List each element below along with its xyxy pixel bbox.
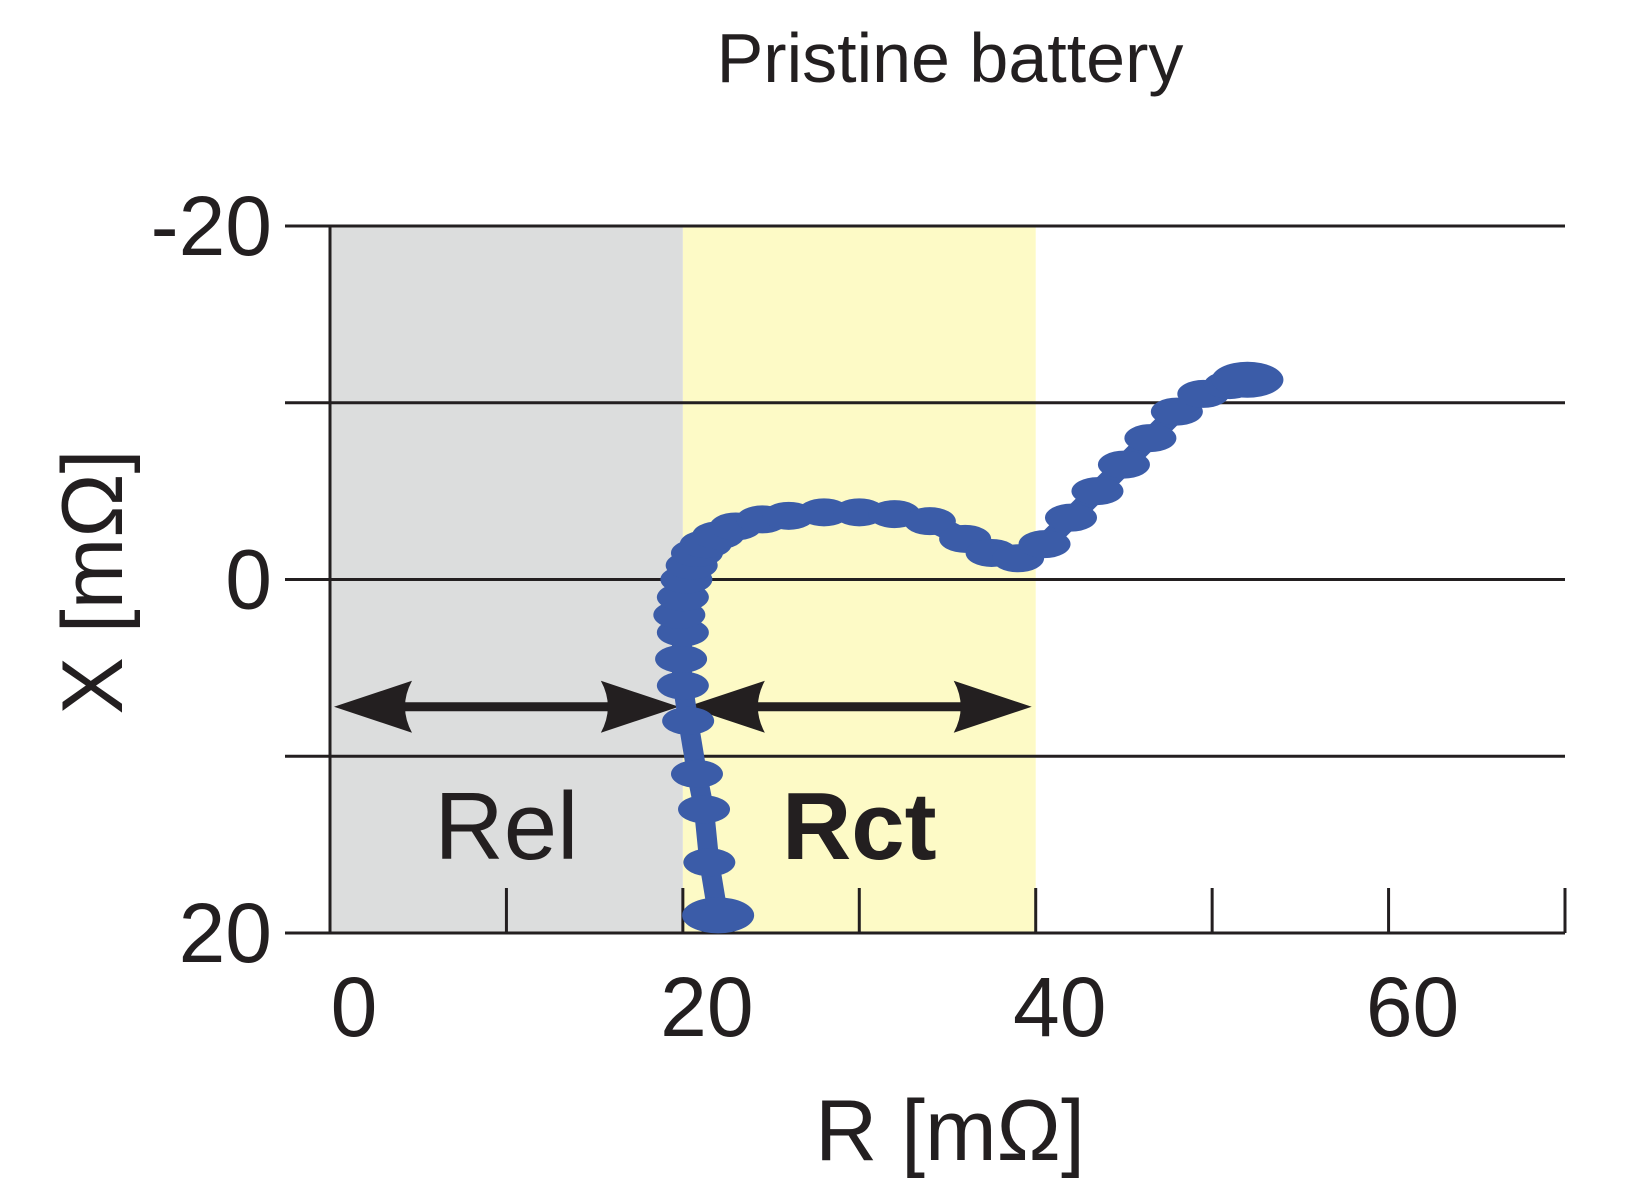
region-label-rct: Rct <box>782 773 937 880</box>
region-arrow-head-right <box>953 680 1032 733</box>
region-arrow-head-right <box>600 680 679 733</box>
region-arrows <box>334 680 1032 733</box>
y-tick-label: -20 <box>151 179 272 273</box>
grid-lines <box>285 224 1565 935</box>
region-label-rel: Rel <box>434 773 578 880</box>
data-point <box>678 795 731 824</box>
chart-title: Pristine battery <box>717 19 1184 97</box>
data-point <box>1018 530 1071 559</box>
region-arrow-head-left <box>334 680 412 733</box>
x-tick-label: 20 <box>660 960 753 1054</box>
x-tick-label: 0 <box>331 960 378 1054</box>
x-axis-label: R [mΩ] <box>815 1083 1085 1179</box>
data-point <box>903 507 956 536</box>
y-tick-label: 20 <box>179 886 272 980</box>
data-point <box>1211 361 1284 398</box>
x-tick-label: 60 <box>1366 960 1459 1054</box>
data-point <box>1097 450 1150 479</box>
data-point <box>656 671 709 700</box>
data-point <box>655 645 708 674</box>
tick-labels: 0 20 40 60 -20 0 20 <box>151 179 1460 1054</box>
data-point <box>662 706 715 735</box>
data-point <box>682 897 755 934</box>
data-point <box>1124 424 1177 453</box>
axes <box>328 226 1567 933</box>
data-point <box>1045 503 1097 532</box>
data-point <box>683 848 736 877</box>
data-series <box>653 361 1284 934</box>
data-point <box>1071 477 1124 506</box>
y-tick-label: 0 <box>225 533 272 627</box>
x-tick-label: 40 <box>1013 960 1106 1054</box>
y-axis-label: X [mΩ] <box>45 450 141 715</box>
region-arrow-head-left <box>686 680 765 733</box>
data-point <box>670 759 723 788</box>
region-labels: Rel Rct <box>434 773 936 880</box>
